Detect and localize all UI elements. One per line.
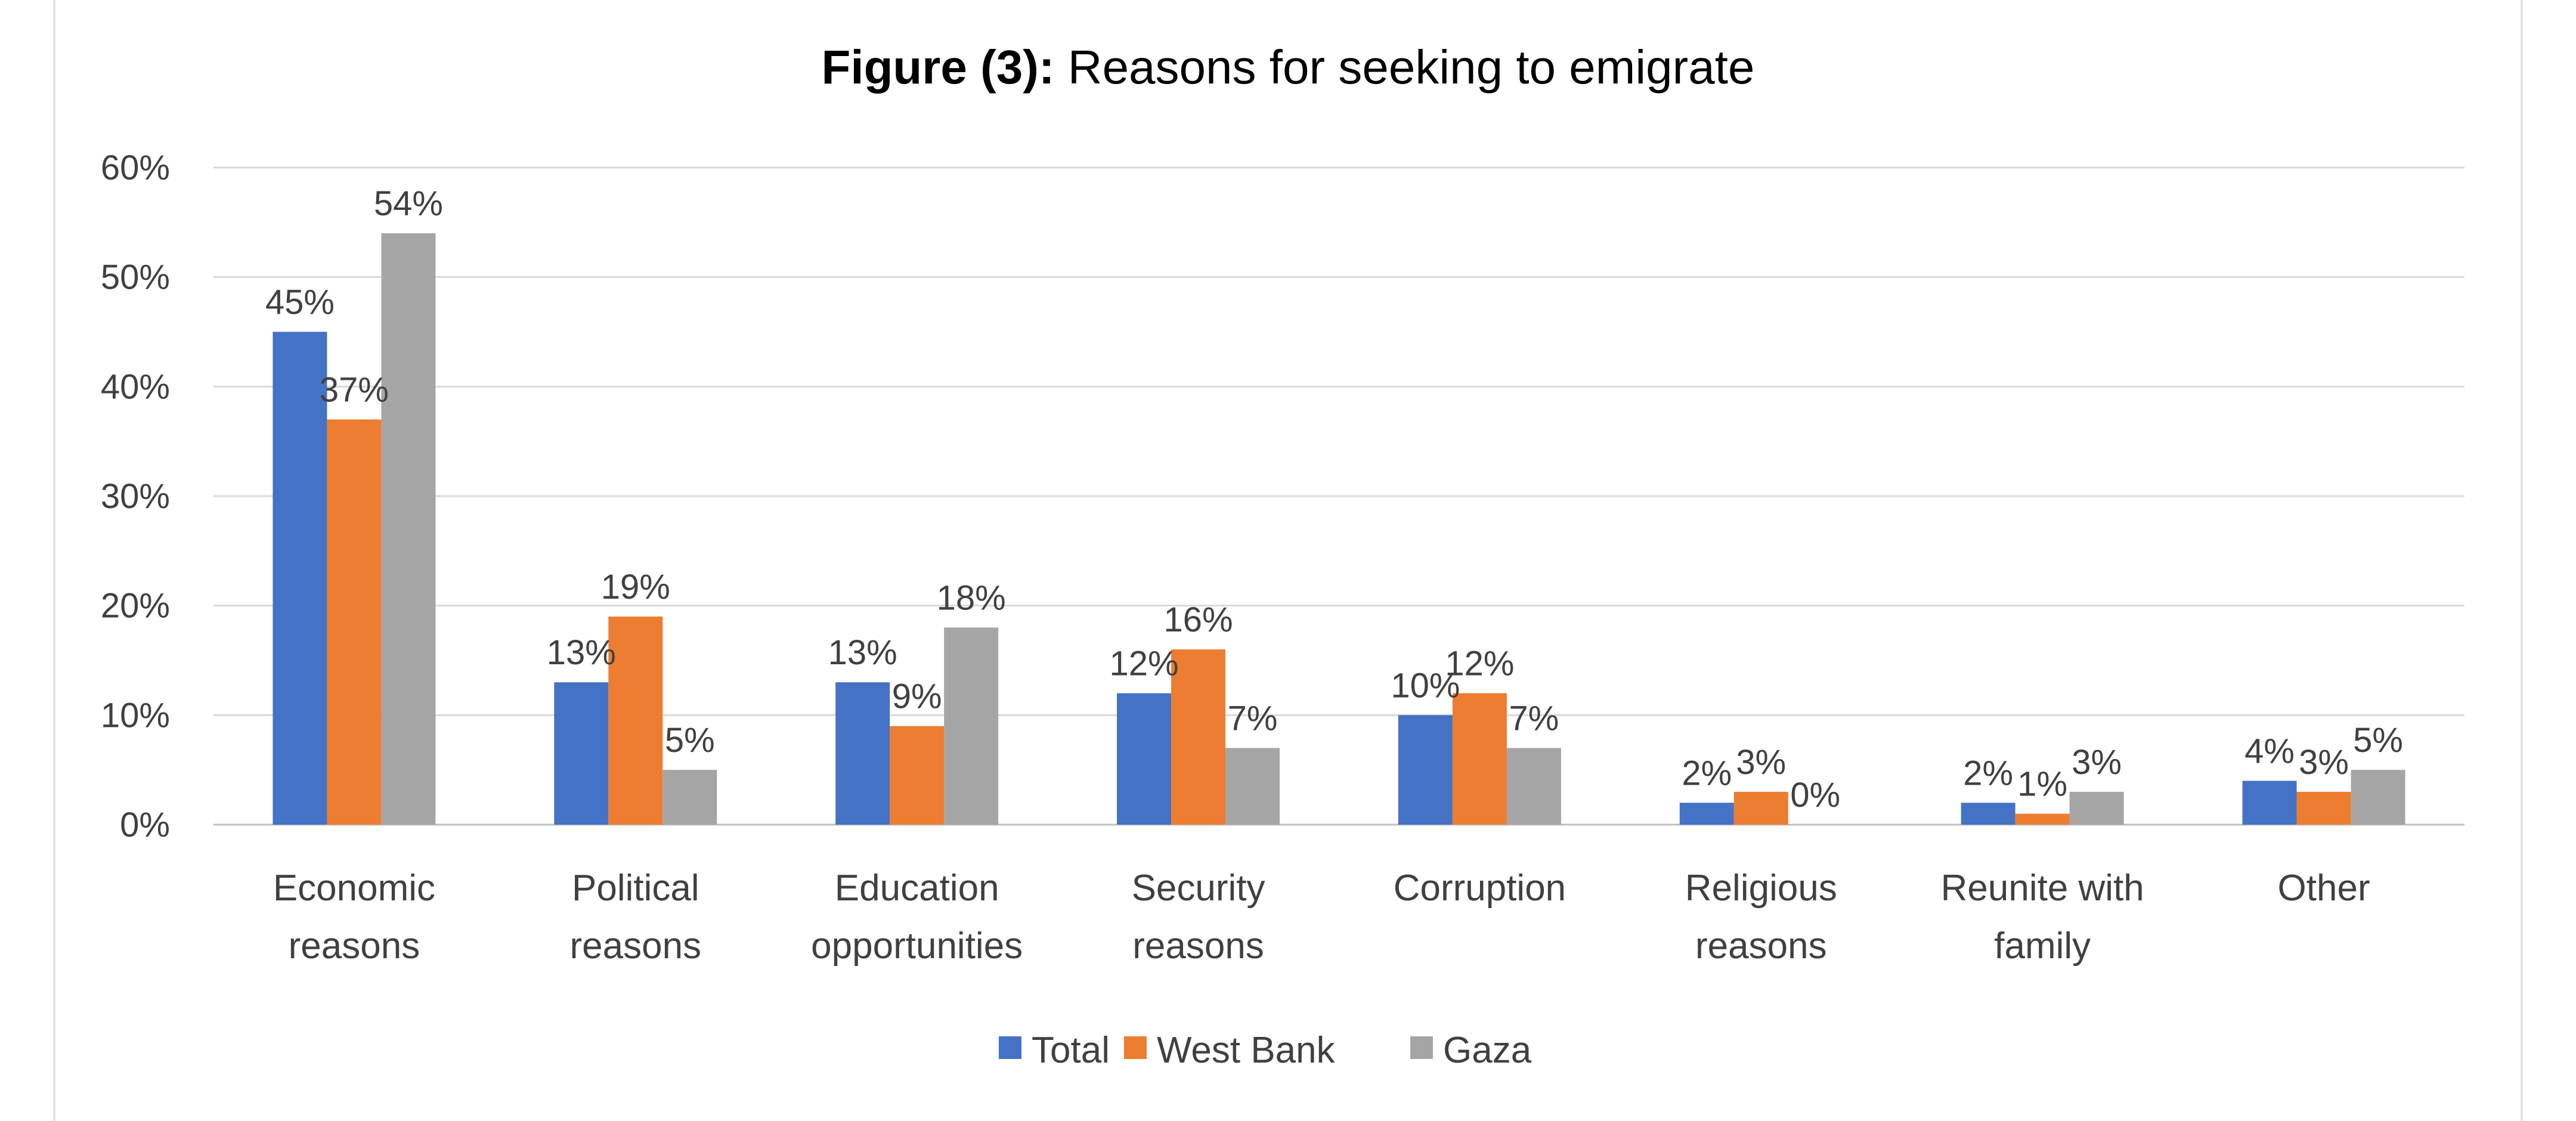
legend-swatch	[1124, 1036, 1147, 1059]
bar-gaza	[944, 627, 999, 825]
chart-title-bold: Figure (3):	[821, 41, 1054, 94]
legend-label: West Bank	[1157, 1030, 1336, 1071]
bar-gaza	[2351, 770, 2405, 825]
data-label: 7%	[1509, 699, 1559, 738]
bar-total	[1679, 803, 1734, 825]
x-tick-label: reasons	[1132, 925, 1264, 967]
y-tick-label: 50%	[101, 258, 170, 297]
data-label: 54%	[374, 184, 443, 223]
y-tick-label: 30%	[101, 477, 170, 516]
data-label: 13%	[547, 633, 616, 672]
bar-total	[1961, 803, 2015, 825]
bar-west-bank	[890, 726, 945, 825]
chart-title: Figure (3): Reasons for seeking to emigr…	[821, 41, 1754, 94]
bar-gaza	[1506, 748, 1561, 825]
y-tick-label: 10%	[101, 696, 170, 735]
x-tick-label: family	[1994, 925, 2091, 967]
data-label: 4%	[2244, 732, 2295, 771]
bar-total	[835, 682, 890, 825]
bar-gaza	[2069, 791, 2124, 825]
bar-west-bank	[327, 419, 382, 825]
bar-total	[1117, 693, 1172, 825]
bar-west-bank	[2296, 791, 2351, 825]
data-label: 9%	[892, 677, 942, 716]
data-label: 2%	[1963, 754, 2013, 792]
data-label: 16%	[1164, 600, 1233, 639]
legend-label: Total	[1032, 1030, 1110, 1071]
x-tick-label: reasons	[1695, 925, 1827, 967]
data-label: 2%	[1682, 754, 1732, 792]
data-label: 19%	[601, 568, 670, 606]
y-tick-label: 60%	[101, 148, 170, 187]
bar-west-bank	[1733, 791, 1788, 825]
bar-west-bank	[1171, 649, 1226, 825]
x-tick-label: opportunities	[811, 925, 1023, 967]
data-label: 12%	[1445, 645, 1514, 683]
data-label: 12%	[1110, 645, 1179, 683]
data-label: 1%	[2017, 765, 2067, 804]
bar-gaza	[662, 770, 717, 825]
data-label: 5%	[2353, 721, 2403, 760]
data-label: 18%	[937, 578, 1006, 617]
x-tick-label: reasons	[289, 925, 420, 967]
bar-total	[2242, 781, 2297, 825]
x-tick-label: Corruption	[1394, 868, 1566, 909]
legend-label: Gaza	[1443, 1030, 1532, 1071]
data-label: 10%	[1391, 666, 1460, 705]
bar-total	[554, 682, 609, 825]
data-label: 0%	[1790, 776, 1840, 815]
x-tick-label: reasons	[570, 925, 702, 967]
data-label: 45%	[265, 283, 335, 322]
data-label: 3%	[2299, 743, 2349, 782]
x-tick-label: Religious	[1685, 868, 1837, 909]
x-tick-label: Political	[572, 868, 699, 909]
legend-swatch	[1410, 1036, 1433, 1059]
y-tick-label: 20%	[101, 587, 170, 625]
bar-total	[273, 332, 327, 825]
data-label: 5%	[665, 721, 715, 760]
data-label: 37%	[320, 370, 389, 409]
data-label: 3%	[2072, 743, 2122, 782]
data-label: 7%	[1228, 699, 1278, 738]
legend-swatch	[999, 1036, 1021, 1059]
bar-total	[1398, 715, 1453, 825]
x-tick-label: Other	[2278, 868, 2370, 909]
data-label: 13%	[828, 633, 897, 672]
bar-west-bank	[1452, 693, 1507, 825]
x-tick-label: Reunite with	[1941, 868, 2144, 909]
x-tick-label: Security	[1132, 868, 1265, 909]
bar-gaza	[1225, 748, 1280, 825]
bar-west-bank	[2015, 813, 2070, 825]
data-label: 3%	[1736, 743, 1786, 782]
y-tick-label: 0%	[120, 806, 170, 844]
bar-gaza	[381, 233, 436, 825]
chart-title-text: Reasons for seeking to emigrate	[1055, 41, 1755, 94]
y-tick-label: 40%	[101, 367, 170, 406]
bar-west-bank	[608, 617, 663, 825]
x-tick-label: Education	[835, 868, 999, 909]
x-tick-label: Economic	[273, 868, 435, 909]
